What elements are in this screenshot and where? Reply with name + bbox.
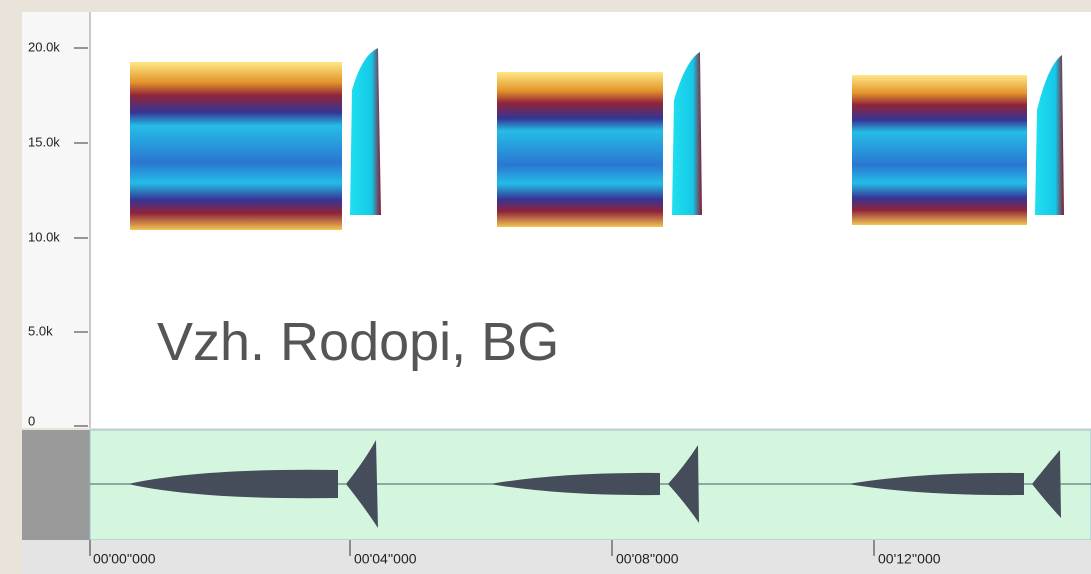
call xyxy=(350,48,381,215)
x-label: 00'12''000 xyxy=(878,551,941,567)
y-label: 20.0k xyxy=(28,39,60,54)
axis-panel xyxy=(22,12,90,428)
call xyxy=(672,52,702,215)
calls xyxy=(130,48,1064,230)
call xyxy=(1035,55,1064,215)
x-label: 00'00''000 xyxy=(93,551,156,567)
x-label: 00'08''000 xyxy=(616,551,679,567)
call xyxy=(497,72,663,227)
waveform-gutter xyxy=(22,430,90,540)
caption: Vzh. Rodopi, BG xyxy=(157,312,559,372)
y-label: 0 xyxy=(28,413,35,428)
y-label: 5.0k xyxy=(28,323,53,338)
x-label: 00'04''000 xyxy=(354,551,417,567)
x-ticks xyxy=(89,540,875,556)
waveform-shapes xyxy=(128,440,1061,528)
call xyxy=(130,62,342,230)
call xyxy=(852,75,1027,225)
y-label: 10.0k xyxy=(28,229,60,244)
y-ticks xyxy=(74,47,88,427)
y-label: 15.0k xyxy=(28,134,60,149)
time-ruler xyxy=(22,540,1091,574)
